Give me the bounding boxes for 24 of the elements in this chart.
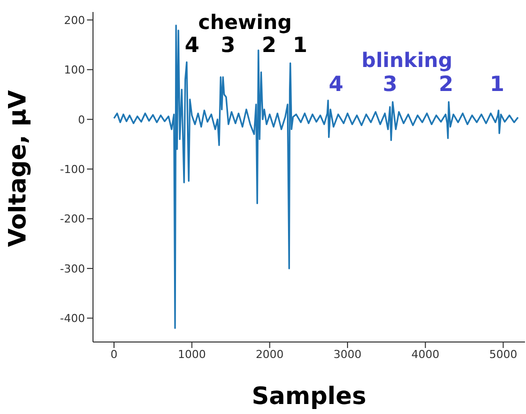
y-tick-label: -100 xyxy=(60,162,85,176)
y-tick-label: 200 xyxy=(64,14,85,27)
x-tick-label: 2000 xyxy=(256,348,284,361)
y-tick-label: -400 xyxy=(60,312,85,326)
annotation: 1 xyxy=(292,33,308,57)
annotation: 4 xyxy=(328,72,344,96)
annotation: 3 xyxy=(382,72,398,96)
x-tick-label: 3000 xyxy=(334,348,362,361)
annotation: 3 xyxy=(220,33,236,57)
annotation: 2 xyxy=(262,33,276,57)
x-tick-label: 0 xyxy=(110,348,118,361)
y-tick-label: -200 xyxy=(60,212,85,226)
y-tick-label: 100 xyxy=(64,64,85,77)
x-tick-label: 4000 xyxy=(411,348,440,361)
annotation: blinking xyxy=(362,48,452,72)
y-tick-label: -300 xyxy=(60,262,85,276)
annotation: 4 xyxy=(184,33,200,57)
x-axis-title: Samples xyxy=(252,382,366,410)
x-tick-label: 5000 xyxy=(489,348,518,361)
y-tick-label: 0 xyxy=(78,113,85,126)
annotation: chewing xyxy=(198,10,292,34)
annotation: 2 xyxy=(438,72,454,96)
x-tick-label: 1000 xyxy=(178,348,206,361)
annotation: 1 xyxy=(490,72,504,96)
